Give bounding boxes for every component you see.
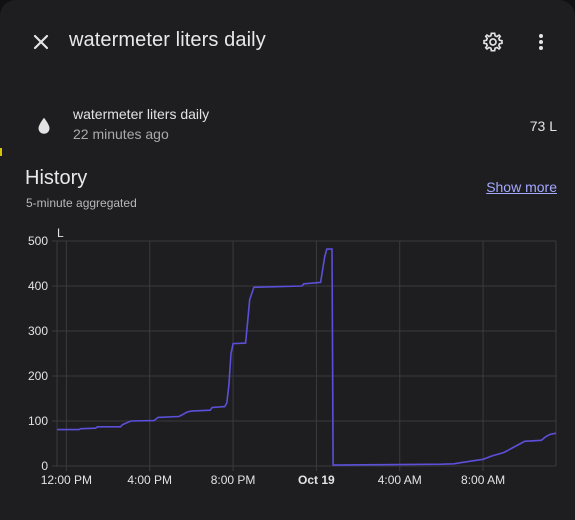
x-tick-label: 4:00 PM bbox=[127, 473, 172, 487]
y-tick-label: 500 bbox=[28, 234, 48, 248]
dialog-title: watermeter liters daily bbox=[69, 29, 266, 51]
x-tick-label: 8:00 PM bbox=[211, 473, 256, 487]
entity-row[interactable]: watermeter liters daily 22 minutes ago 7… bbox=[0, 98, 575, 154]
y-tick-label: 300 bbox=[28, 324, 48, 338]
y-tick-label: 400 bbox=[28, 279, 48, 293]
y-tick-label: 0 bbox=[41, 459, 48, 473]
y-axis-unit: L bbox=[57, 226, 64, 240]
x-tick-label: Oct 19 bbox=[298, 473, 335, 487]
left-edge-accent bbox=[0, 148, 2, 156]
gear-icon bbox=[483, 32, 503, 52]
y-tick-label: 200 bbox=[28, 369, 48, 383]
x-tick-label: 4:00 AM bbox=[378, 473, 422, 487]
history-chart[interactable]: L 0 100 200 300 400 500 12:00 PM 4:00 PM 8:00 P… bbox=[0, 220, 575, 520]
settings-button[interactable] bbox=[473, 22, 513, 62]
entity-last-changed: 22 minutes ago bbox=[73, 126, 169, 142]
entity-state-value: 73 L bbox=[529, 118, 557, 134]
history-title: History bbox=[25, 167, 88, 189]
dialog-header: watermeter liters daily bbox=[0, 0, 575, 84]
y-tick-label: 100 bbox=[28, 414, 48, 428]
water-drop-icon bbox=[38, 117, 50, 134]
x-tick-label: 8:00 AM bbox=[461, 473, 505, 487]
history-subtitle: 5-minute aggregated bbox=[26, 196, 137, 210]
entity-name: watermeter liters daily bbox=[73, 106, 210, 122]
close-icon bbox=[33, 34, 49, 50]
more-vertical-icon bbox=[539, 34, 543, 50]
close-button[interactable] bbox=[21, 22, 61, 62]
x-tick-label: 12:00 PM bbox=[41, 473, 92, 487]
show-more-link[interactable]: Show more bbox=[486, 179, 557, 195]
series-line bbox=[57, 248, 557, 466]
more-options-button[interactable] bbox=[521, 22, 561, 62]
